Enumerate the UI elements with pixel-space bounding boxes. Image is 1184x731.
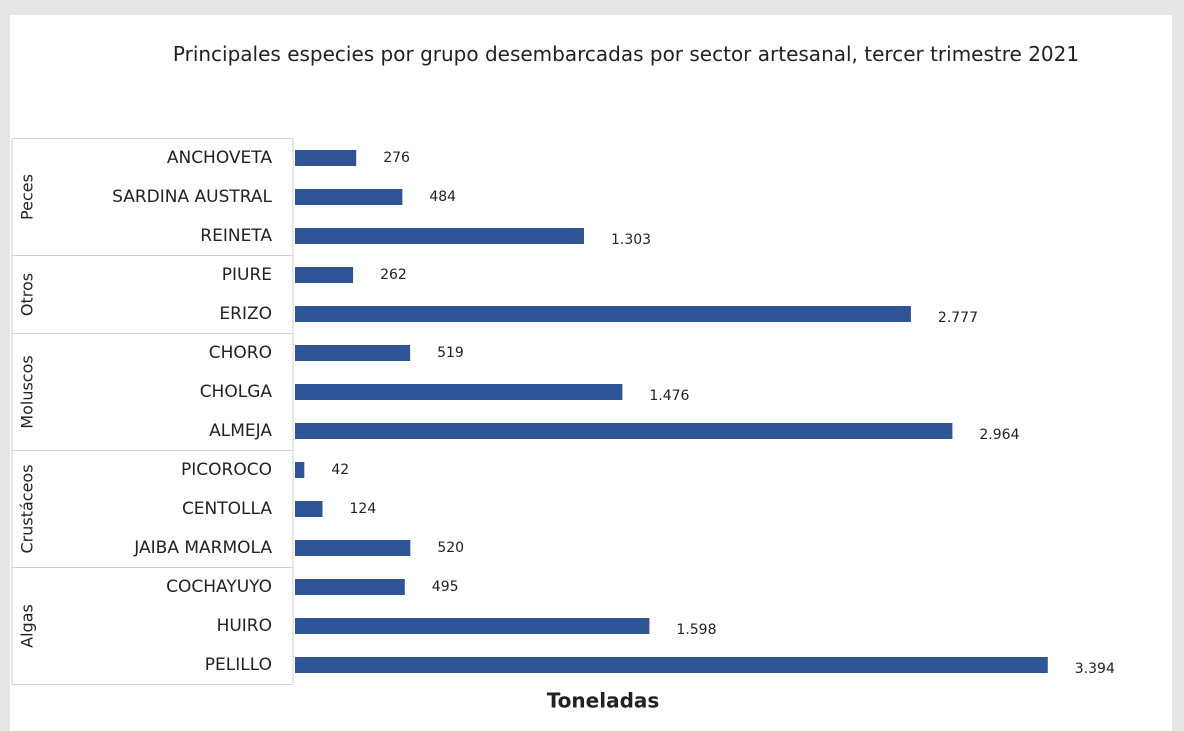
value-label: 495	[432, 579, 459, 595]
value-label: 2.964	[979, 427, 1019, 443]
value-label: 1.303	[611, 232, 651, 248]
bar	[295, 345, 411, 361]
category-label: ALMEJA	[209, 421, 272, 441]
category-label: PICOROCO	[181, 460, 272, 480]
value-label: 2.777	[938, 310, 978, 326]
group-label: Crustáceos	[18, 464, 37, 553]
bar	[295, 189, 403, 205]
value-label: 42	[331, 462, 349, 478]
value-label: 1.598	[676, 622, 716, 638]
category-label: CENTOLLA	[182, 499, 272, 519]
bar	[295, 306, 911, 322]
category-label: REINETA	[200, 226, 272, 246]
bar	[295, 579, 405, 595]
group-label: Algas	[18, 604, 37, 648]
category-label: ANCHOVETA	[167, 148, 273, 168]
chart-panel	[10, 15, 1172, 731]
bar	[295, 384, 623, 400]
category-label: PIURE	[222, 265, 272, 285]
bar	[295, 423, 953, 439]
x-axis-label: Toneladas	[547, 689, 660, 713]
category-label: COCHAYUYO	[166, 577, 272, 597]
category-label: ERIZO	[219, 304, 272, 324]
value-label: 124	[350, 501, 377, 517]
category-label: CHOLGA	[200, 382, 273, 402]
category-label: SARDINA AUSTRAL	[112, 187, 272, 207]
group-label: Otros	[18, 273, 37, 316]
bar	[295, 540, 411, 556]
bar	[295, 501, 323, 517]
value-label: 276	[383, 150, 410, 166]
value-label: 520	[437, 540, 464, 556]
group-label: Peces	[18, 174, 37, 220]
value-label: 519	[437, 345, 464, 361]
value-label: 3.394	[1075, 661, 1115, 677]
category-label: HUIRO	[217, 616, 272, 636]
bar	[295, 150, 357, 166]
category-label: CHORO	[209, 343, 272, 363]
bar	[295, 267, 354, 283]
bar	[295, 228, 584, 244]
group-label: Moluscos	[18, 355, 37, 428]
category-label: JAIBA MARMOLA	[133, 538, 272, 558]
value-label: 262	[380, 267, 407, 283]
bar	[295, 618, 650, 634]
chart-title: Principales especies por grupo desembarc…	[172, 42, 1080, 66]
bar	[295, 657, 1048, 673]
value-label: 1.476	[649, 388, 689, 404]
bar	[295, 462, 305, 478]
value-label: 484	[429, 189, 456, 205]
category-label: PELILLO	[205, 655, 272, 675]
